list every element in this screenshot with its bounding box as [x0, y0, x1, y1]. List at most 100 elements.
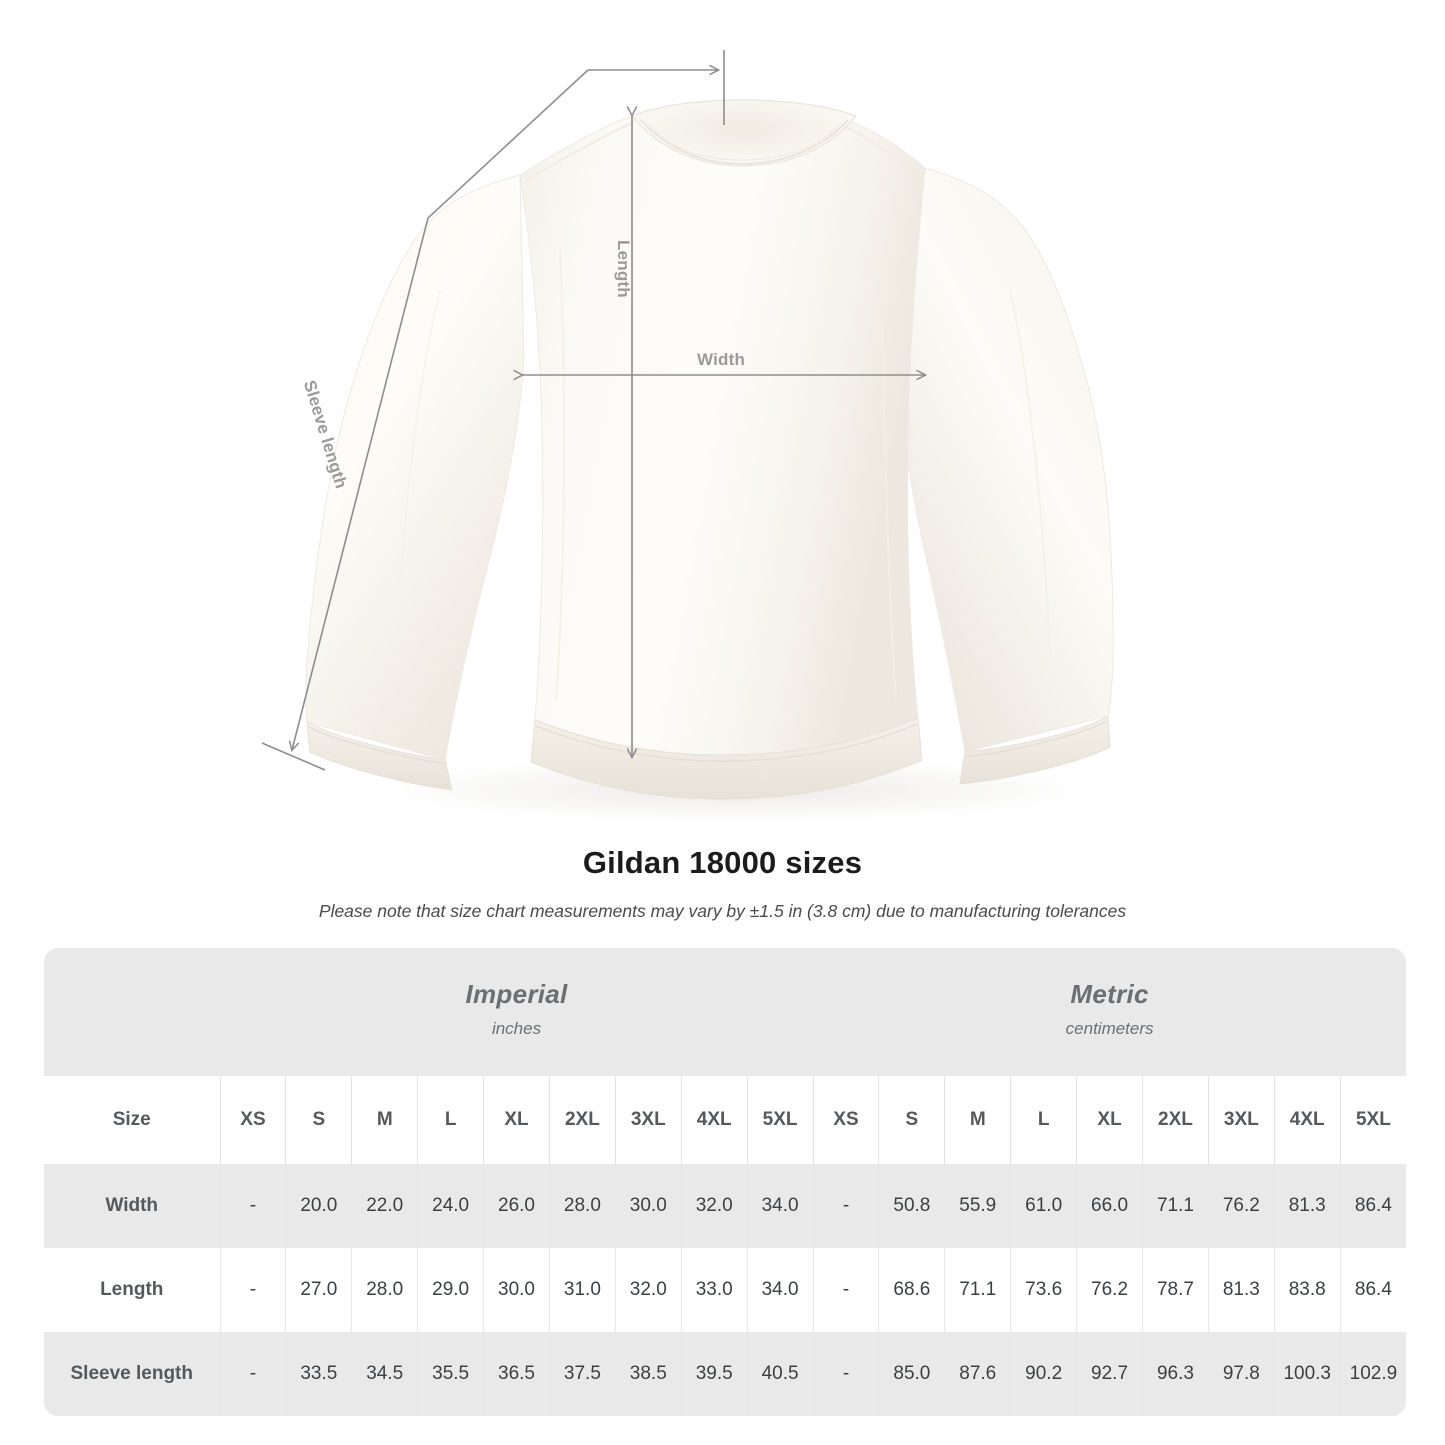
cell-sleeve-met-3: 90.2	[1010, 1332, 1077, 1416]
size-col-met-4: XL	[1076, 1076, 1143, 1164]
cell-length-imp-0: -	[219, 1248, 286, 1332]
cell-length-met-8: 86.4	[1339, 1248, 1407, 1332]
tolerance-note: Please note that size chart measurements…	[318, 901, 1127, 921]
unit-group-metric-name: Metric	[1070, 979, 1149, 1009]
size-col-imp-8: 5XL	[746, 1076, 814, 1164]
cell-width-imp-0: -	[219, 1164, 286, 1248]
sleeve-measure-bottom-tick	[261, 742, 326, 771]
cell-sleeve-imp-3: 35.5	[417, 1332, 484, 1416]
cell-sleeve-imp-2: 34.5	[351, 1332, 418, 1416]
size-header-row: Size XS S M L XL 2XL 3XL 4XL 5XL XS S M …	[44, 1076, 1407, 1164]
cell-width-met-3: 61.0	[1010, 1164, 1077, 1248]
row-label-width: Width	[44, 1164, 220, 1248]
cell-width-imp-7: 32.0	[680, 1164, 748, 1248]
size-header-label: Size	[44, 1076, 220, 1164]
cell-width-met-5: 71.1	[1141, 1164, 1209, 1248]
cell-length-imp-2: 28.0	[351, 1248, 418, 1332]
cell-sleeve-met-6: 97.8	[1207, 1332, 1275, 1416]
size-col-imp-6: 3XL	[614, 1076, 682, 1164]
cell-width-imp-1: 20.0	[285, 1164, 352, 1248]
cell-sleeve-met-4: 92.7	[1076, 1332, 1143, 1416]
cell-width-imp-4: 26.0	[483, 1164, 550, 1248]
cell-width-met-7: 81.3	[1273, 1164, 1341, 1248]
cell-sleeve-met-8: 102.9	[1339, 1332, 1407, 1416]
size-col-met-3: L	[1010, 1076, 1077, 1164]
title-block: Gildan 18000 sizes Please note that size…	[0, 845, 1445, 922]
size-col-met-7: 4XL	[1273, 1076, 1341, 1164]
cell-length-imp-1: 27.0	[285, 1248, 352, 1332]
cell-length-met-5: 78.7	[1141, 1248, 1209, 1332]
cell-length-met-2: 71.1	[944, 1248, 1011, 1332]
cell-sleeve-imp-4: 36.5	[483, 1332, 550, 1416]
cell-width-met-0: -	[812, 1164, 879, 1248]
cell-width-met-8: 86.4	[1339, 1164, 1407, 1248]
size-col-imp-0: XS	[219, 1076, 286, 1164]
sleeve-measure-line	[292, 69, 589, 750]
size-col-met-2: M	[944, 1076, 1011, 1164]
table-row: Sleeve length - 33.5 34.5 35.5 36.5 37.5…	[44, 1332, 1407, 1416]
cell-length-imp-3: 29.0	[417, 1248, 484, 1332]
size-col-imp-4: XL	[483, 1076, 550, 1164]
cell-sleeve-imp-5: 37.5	[548, 1332, 616, 1416]
cell-length-met-3: 73.6	[1010, 1248, 1077, 1332]
table-row: Length - 27.0 28.0 29.0 30.0 31.0 32.0 3…	[44, 1248, 1407, 1332]
cell-length-imp-6: 32.0	[614, 1248, 682, 1332]
cell-sleeve-imp-6: 38.5	[614, 1332, 682, 1416]
size-col-imp-2: M	[351, 1076, 418, 1164]
cell-sleeve-met-7: 100.3	[1273, 1332, 1341, 1416]
garment-diagram: Length Width Sleeve length	[261, 50, 1135, 826]
cell-sleeve-met-1: 85.0	[878, 1332, 945, 1416]
unit-group-imperial-sub: inches	[491, 1019, 542, 1038]
cell-width-imp-2: 22.0	[351, 1164, 418, 1248]
cell-width-met-2: 55.9	[944, 1164, 1011, 1248]
cell-width-imp-5: 28.0	[548, 1164, 616, 1248]
cell-width-imp-3: 24.0	[417, 1164, 484, 1248]
unit-group-imperial: Imperial inches	[220, 948, 814, 1076]
unit-header-spacer	[44, 948, 220, 1076]
unit-group-imperial-name: Imperial	[465, 979, 568, 1009]
cell-length-met-7: 83.8	[1273, 1248, 1341, 1332]
size-col-imp-5: 2XL	[548, 1076, 616, 1164]
cell-length-met-4: 76.2	[1076, 1248, 1143, 1332]
cell-width-met-1: 50.8	[878, 1164, 945, 1248]
size-col-met-5: 2XL	[1141, 1076, 1209, 1164]
row-label-length: Length	[44, 1248, 220, 1332]
size-col-met-8: 5XL	[1339, 1076, 1407, 1164]
width-label: Width	[697, 350, 746, 369]
cell-sleeve-imp-7: 39.5	[680, 1332, 748, 1416]
cell-sleeve-imp-1: 33.5	[285, 1332, 352, 1416]
unit-group-metric-sub: centimeters	[1065, 1019, 1154, 1038]
cell-sleeve-met-2: 87.6	[944, 1332, 1011, 1416]
size-col-met-6: 3XL	[1207, 1076, 1275, 1164]
cell-width-met-6: 76.2	[1207, 1164, 1275, 1248]
cell-length-imp-7: 33.0	[680, 1248, 748, 1332]
cell-length-met-6: 81.3	[1207, 1248, 1275, 1332]
cell-length-imp-5: 31.0	[548, 1248, 616, 1332]
cell-width-imp-6: 30.0	[614, 1164, 682, 1248]
size-col-imp-3: L	[417, 1076, 484, 1164]
cell-sleeve-imp-0: -	[219, 1332, 286, 1416]
cell-length-met-1: 68.6	[878, 1248, 945, 1332]
size-col-imp-1: S	[285, 1076, 352, 1164]
unit-header-row: Imperial inches Metric centimeters	[44, 948, 1407, 1076]
cell-length-imp-8: 34.0	[746, 1248, 814, 1332]
size-table: Imperial inches Metric centimeters Size …	[44, 948, 1407, 1416]
length-label: Length	[614, 240, 633, 298]
cell-length-imp-4: 30.0	[483, 1248, 550, 1332]
cell-sleeve-met-5: 96.3	[1141, 1332, 1209, 1416]
cell-length-met-0: -	[812, 1248, 879, 1332]
row-label-sleeve-length: Sleeve length	[44, 1332, 220, 1416]
cell-sleeve-imp-8: 40.5	[746, 1332, 814, 1416]
table-row: Width - 20.0 22.0 24.0 26.0 28.0 30.0 32…	[44, 1164, 1407, 1248]
page-title: Gildan 18000 sizes	[582, 845, 863, 880]
cell-width-met-4: 66.0	[1076, 1164, 1143, 1248]
sweatshirt-illustration	[261, 50, 1135, 826]
size-table-container: Imperial inches Metric centimeters Size …	[44, 948, 1407, 1416]
size-col-imp-7: 4XL	[680, 1076, 748, 1164]
unit-group-metric: Metric centimeters	[813, 948, 1407, 1076]
cell-width-imp-8: 34.0	[746, 1164, 814, 1248]
size-col-met-0: XS	[812, 1076, 879, 1164]
cell-sleeve-met-0: -	[812, 1332, 879, 1416]
size-col-met-1: S	[878, 1076, 945, 1164]
